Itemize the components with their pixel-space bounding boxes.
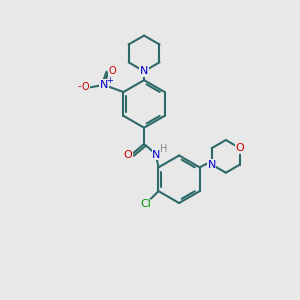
Text: -: -: [77, 81, 81, 91]
Text: +: +: [106, 76, 113, 85]
Text: Cl: Cl: [140, 199, 151, 209]
Text: O: O: [82, 82, 89, 92]
Text: H: H: [160, 144, 167, 154]
Text: O: O: [109, 66, 116, 76]
Text: N: N: [208, 160, 216, 170]
Text: N: N: [100, 80, 108, 90]
Text: O: O: [124, 151, 132, 160]
Text: O: O: [236, 143, 244, 153]
Text: N: N: [140, 66, 148, 76]
Text: N: N: [152, 150, 161, 160]
